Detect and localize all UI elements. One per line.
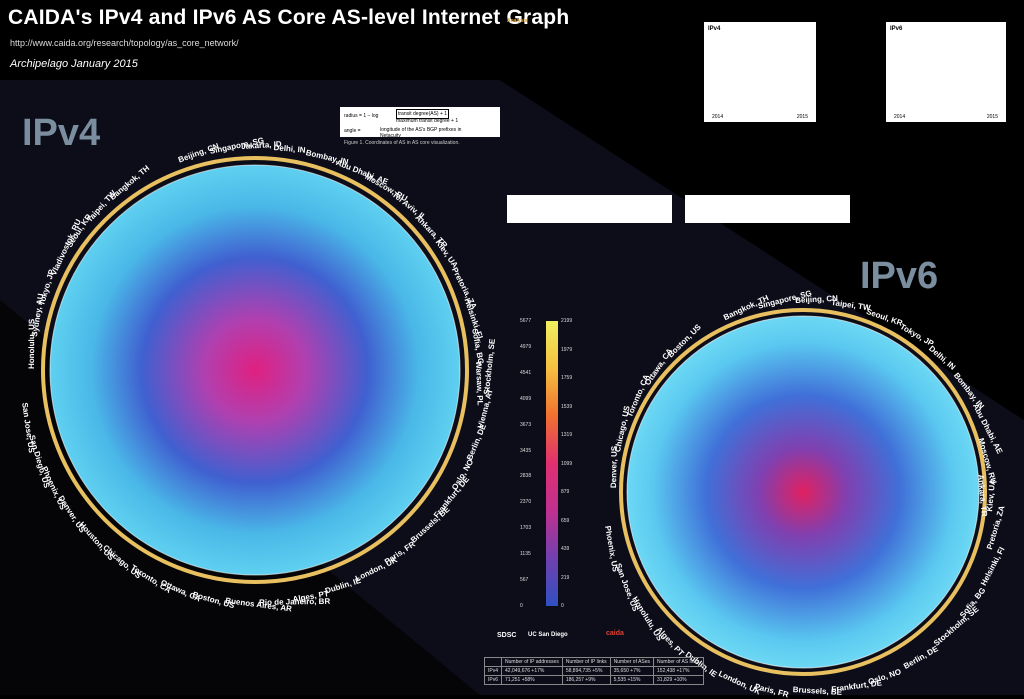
page-title: CAIDA's IPv4 and IPv6 AS Core AS-level I…	[8, 6, 570, 29]
sdsc-logo: SDSC	[497, 632, 517, 639]
table-row: IPv6 71,251 +58% 186,257 +9% 5,535 +15% …	[483, 675, 704, 685]
formula-numerator: transit degree(AS) + 1	[396, 109, 450, 119]
ipv4-degree-panel: IPv4 2014 2015	[704, 22, 816, 122]
subtitle: Archipelago January 2015	[10, 58, 138, 70]
scale-tick-label: 219	[561, 574, 570, 581]
table-cell: 31,829 +10%	[653, 675, 704, 685]
city-label: Brussels, BE	[792, 685, 843, 697]
table-header: Number of AS links	[653, 657, 704, 667]
scale-tick-label: 659	[561, 517, 570, 524]
figure1-caption: Figure 1. Coordinates of AS in AS core v…	[344, 140, 460, 146]
color-scale	[546, 321, 558, 606]
scale-tick-label: 0	[561, 603, 564, 609]
scale-tick-label: 1703	[520, 525, 532, 532]
scale-tick-label: 4541	[520, 369, 532, 376]
ipv4-graph	[41, 156, 469, 584]
table-cell: 186,257 +9%	[561, 675, 611, 685]
scale-tick-label: 2838	[520, 473, 532, 480]
scale-tick-label: 0	[520, 603, 523, 609]
scale-tick-label: 5677	[520, 318, 532, 324]
table-cell: 42,049,676 +17%	[501, 666, 563, 676]
scale-right-labels: 2199 1979 1759 1539 1319 1099 879 659 439 219 0	[561, 318, 585, 609]
stats-table: Number of IP addresses Number of IP link…	[483, 657, 704, 685]
table-cell: 5,535 +15%	[609, 675, 655, 685]
scale-tick-label: 4979	[520, 343, 532, 350]
caida-logo: caida	[606, 630, 624, 637]
formula-box: radius = 1 − log transit degree(AS) + 1 …	[340, 107, 500, 139]
scale-tick-label: 4099	[520, 395, 532, 402]
ipv4-box-plot	[507, 195, 672, 223]
scale-tick-label: 3673	[520, 421, 532, 428]
scale-tick-label: 2199	[561, 318, 573, 324]
table-header: Number of IP links	[561, 657, 611, 667]
ucsd-logo: UC San Diego	[528, 632, 568, 638]
table-row: IPv4 42,049,676 +17% 58,894,735 +5% 35,6…	[483, 666, 704, 676]
scale-tick-label: 1319	[561, 432, 573, 438]
city-label: Denver, US	[609, 445, 619, 489]
ipv6-box-plot	[685, 195, 850, 223]
scale-left-labels: 5677 4979 4541 4099 3673 3435 2838 2370 1703 1135…	[520, 318, 544, 609]
formula-denominator: maximum transit degree + 1	[396, 118, 459, 124]
ipv4-panel-year-end: 2015	[796, 114, 808, 120]
formula-longitude: longitude of the AS's BGP prefixes in Ne…	[380, 127, 462, 139]
table-header: Number of ASes	[609, 657, 655, 667]
ipv6-heading: IPv6	[860, 255, 939, 297]
ipv6-degree-panel: IPv6 2014 2015	[886, 22, 1006, 122]
table-cell: IPv4	[483, 666, 503, 676]
scale-tick-label: 1759	[561, 375, 573, 381]
formula-angle: angle =	[344, 128, 361, 134]
table-header-row: Number of IP addresses Number of IP link…	[483, 657, 704, 667]
ipv4-heading: IPv4	[22, 112, 101, 154]
ipv4-panel-title: IPv4	[708, 26, 721, 32]
formula-radius: radius = 1 − log	[344, 113, 379, 119]
ipv6-panel-title: IPv6	[890, 26, 903, 32]
ipv6-panel-year-end: 2015	[986, 114, 998, 120]
table-cell: 71,251 +58%	[501, 675, 563, 685]
scale-tick-label: 879	[561, 489, 570, 495]
project-url[interactable]: http://www.caida.org/research/topology/a…	[10, 38, 239, 48]
scale-tick-label: 1135	[520, 551, 531, 558]
table-header: Number of IP addresses	[501, 657, 563, 667]
scale-tick-label: 1979	[561, 346, 573, 353]
table-cell: IPv6	[483, 675, 503, 685]
table-header	[483, 657, 503, 667]
table-cell: 58,894,735 +5%	[561, 666, 611, 676]
table-cell: 35,650 +7%	[609, 666, 655, 676]
scale-tick-label: 567	[520, 577, 529, 584]
analysis-title: Analysis	[507, 18, 528, 24]
scale-tick-label: 1099	[561, 460, 573, 467]
ipv4-panel-year-start: 2014	[712, 114, 724, 120]
scale-tick-label: 3435	[520, 447, 532, 454]
scale-tick-label: 1539	[561, 403, 573, 410]
scale-tick-label: 439	[561, 546, 570, 552]
ipv6-panel-year-start: 2014	[894, 114, 906, 120]
ipv6-graph	[619, 308, 987, 676]
scale-tick-label: 2370	[520, 499, 532, 506]
table-cell: 152,438 +17%	[653, 666, 704, 676]
